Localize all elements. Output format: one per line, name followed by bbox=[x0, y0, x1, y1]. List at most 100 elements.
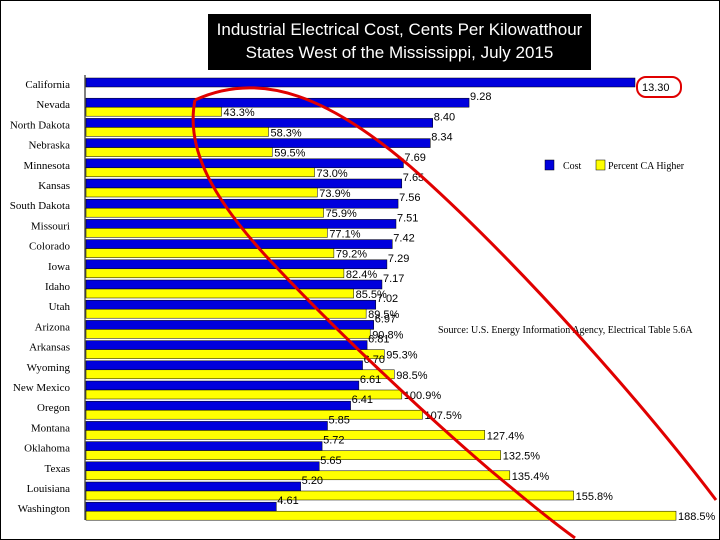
category-label-arizona: Arizona bbox=[35, 321, 71, 333]
cost-bar-oklahoma bbox=[85, 441, 323, 451]
percent-bar-colorado bbox=[85, 248, 335, 258]
percent-bar-louisiana bbox=[85, 490, 574, 501]
percent-bar-minnesota bbox=[85, 167, 315, 178]
cost-bar-california bbox=[85, 77, 636, 88]
category-label-south-dakota: South Dakota bbox=[10, 200, 70, 212]
cost-value-iowa: 7.29 bbox=[388, 253, 409, 265]
percent-value-montana: 127.4% bbox=[487, 430, 525, 442]
cost-bar-montana bbox=[85, 421, 328, 431]
category-label-texas: Texas bbox=[45, 463, 71, 475]
cost-value-missouri: 7.51 bbox=[397, 212, 418, 224]
percent-value-north-dakota: 58.3% bbox=[270, 127, 301, 139]
percent-bar-south-dakota bbox=[85, 207, 324, 218]
category-label-iowa: Iowa bbox=[48, 261, 70, 273]
percent-value-nebraska: 59.5% bbox=[274, 148, 305, 160]
category-label-missouri: Missouri bbox=[31, 220, 70, 232]
cost-bar-utah bbox=[85, 299, 377, 310]
source-annotation: Source: U.S. Energy Information Agency, … bbox=[438, 325, 693, 336]
legend: Cost Percent CA Higher bbox=[544, 159, 685, 172]
category-label-idaho: Idaho bbox=[45, 281, 71, 293]
cost-bar-nevada bbox=[85, 97, 470, 108]
cost-bar-north-dakota bbox=[85, 118, 433, 128]
cost-bar-arkansas bbox=[85, 340, 368, 350]
cost-value-new-mexico: 6.61 bbox=[360, 374, 381, 386]
category-label-nebraska: Nebraska bbox=[28, 140, 70, 152]
cost-value-kansas: 7.65 bbox=[403, 172, 424, 184]
percent-value-oklahoma: 132.5% bbox=[503, 451, 541, 463]
percent-bar-utah bbox=[85, 308, 367, 319]
percent-bar-arizona bbox=[85, 329, 371, 339]
cost-value-minnesota: 7.69 bbox=[404, 152, 425, 164]
cost-bar-minnesota bbox=[85, 158, 404, 169]
percent-bar-montana bbox=[85, 430, 486, 440]
cost-bar-colorado bbox=[85, 239, 393, 249]
category-label-washington: Washington bbox=[18, 503, 71, 515]
percent-value-arkansas: 95.3% bbox=[386, 350, 417, 362]
cost-value-arizona: 6.97 bbox=[375, 313, 396, 325]
cost-value-idaho: 7.17 bbox=[383, 273, 404, 285]
percent-bar-oklahoma bbox=[85, 450, 501, 460]
percent-bar-washington bbox=[85, 510, 677, 521]
chart-title-box: Industrial Electrical Cost, Cents Per Ki… bbox=[208, 14, 591, 70]
cost-value-montana: 5.85 bbox=[328, 414, 349, 426]
percent-bar-oregon bbox=[85, 409, 423, 420]
cost-bar-washington bbox=[85, 501, 277, 512]
category-label-wyoming: Wyoming bbox=[27, 362, 71, 374]
percent-value-arizona: 90.8% bbox=[372, 329, 403, 341]
cost-value-louisiana: 5.20 bbox=[302, 475, 323, 487]
percent-bar-new-mexico bbox=[85, 389, 403, 400]
chart-subtitle: States West of the Mississippi, July 201… bbox=[245, 43, 554, 62]
cost-value-texas: 5.65 bbox=[320, 455, 341, 467]
cost-value-south-dakota: 7.56 bbox=[399, 192, 420, 204]
percent-value-louisiana: 155.8% bbox=[576, 491, 614, 503]
category-label-utah: Utah bbox=[49, 301, 71, 313]
category-label-oregon: Oregon bbox=[37, 402, 70, 414]
cost-value-utah: 7.02 bbox=[377, 293, 398, 305]
cost-value-north-dakota: 8.40 bbox=[434, 111, 455, 123]
category-label-north-dakota: North Dakota bbox=[10, 119, 70, 131]
category-label-louisiana: Louisiana bbox=[27, 483, 70, 495]
percent-value-iowa: 82.4% bbox=[346, 269, 377, 281]
percent-bar-wyoming bbox=[85, 369, 395, 380]
highlight-circle-california bbox=[636, 76, 682, 98]
cost-bar-texas bbox=[85, 461, 320, 472]
cost-value-arkansas: 6.81 bbox=[368, 334, 389, 346]
category-label-kansas: Kansas bbox=[38, 180, 70, 192]
percent-value-washington: 188.5% bbox=[678, 511, 716, 523]
cost-bar-louisiana bbox=[85, 481, 301, 492]
percent-value-colorado: 79.2% bbox=[336, 249, 367, 261]
cost-bar-idaho bbox=[85, 279, 383, 290]
legend-label-cost: Cost bbox=[563, 161, 582, 172]
percent-value-utah: 89.5% bbox=[368, 309, 399, 321]
percent-bar-kansas bbox=[85, 187, 318, 198]
percent-value-kansas: 73.9% bbox=[319, 188, 350, 200]
cost-value-oklahoma: 5.72 bbox=[323, 435, 344, 447]
percent-bar-nevada bbox=[85, 106, 222, 117]
percent-value-nevada: 43.3% bbox=[224, 107, 255, 119]
percent-bar-nebraska bbox=[85, 147, 273, 157]
category-label-nevada: Nevada bbox=[36, 99, 70, 111]
percent-value-new-mexico: 100.9% bbox=[404, 390, 442, 402]
percent-bar-iowa bbox=[85, 268, 345, 279]
cost-bar-iowa bbox=[85, 259, 388, 270]
cost-value-wyoming: 6.70 bbox=[364, 354, 385, 366]
chart-title: Industrial Electrical Cost, Cents Per Ki… bbox=[216, 20, 583, 39]
cost-bar-new-mexico bbox=[85, 380, 360, 391]
percent-value-wyoming: 98.5% bbox=[396, 370, 427, 382]
bars-group: California 13.30 Nevada 9.28 43.3% North Dako… bbox=[10, 77, 716, 523]
cost-bar-wyoming bbox=[85, 360, 363, 371]
legend-swatch-cost bbox=[544, 159, 555, 171]
cost-value-colorado: 7.42 bbox=[393, 233, 414, 245]
percent-bar-arkansas bbox=[85, 349, 385, 359]
category-label-minnesota: Minnesota bbox=[24, 160, 71, 172]
cost-value-nevada: 9.28 bbox=[470, 91, 491, 103]
cost-value-washington: 4.61 bbox=[277, 495, 298, 507]
percent-value-idaho: 85.5% bbox=[356, 289, 387, 301]
cost-bar-kansas bbox=[85, 178, 403, 189]
percent-bar-north-dakota bbox=[85, 127, 269, 137]
percent-value-texas: 135.4% bbox=[512, 471, 550, 483]
cost-value-california: 13.30 bbox=[642, 82, 670, 94]
cost-bar-south-dakota bbox=[85, 198, 399, 209]
percent-value-south-dakota: 75.9% bbox=[326, 208, 357, 220]
